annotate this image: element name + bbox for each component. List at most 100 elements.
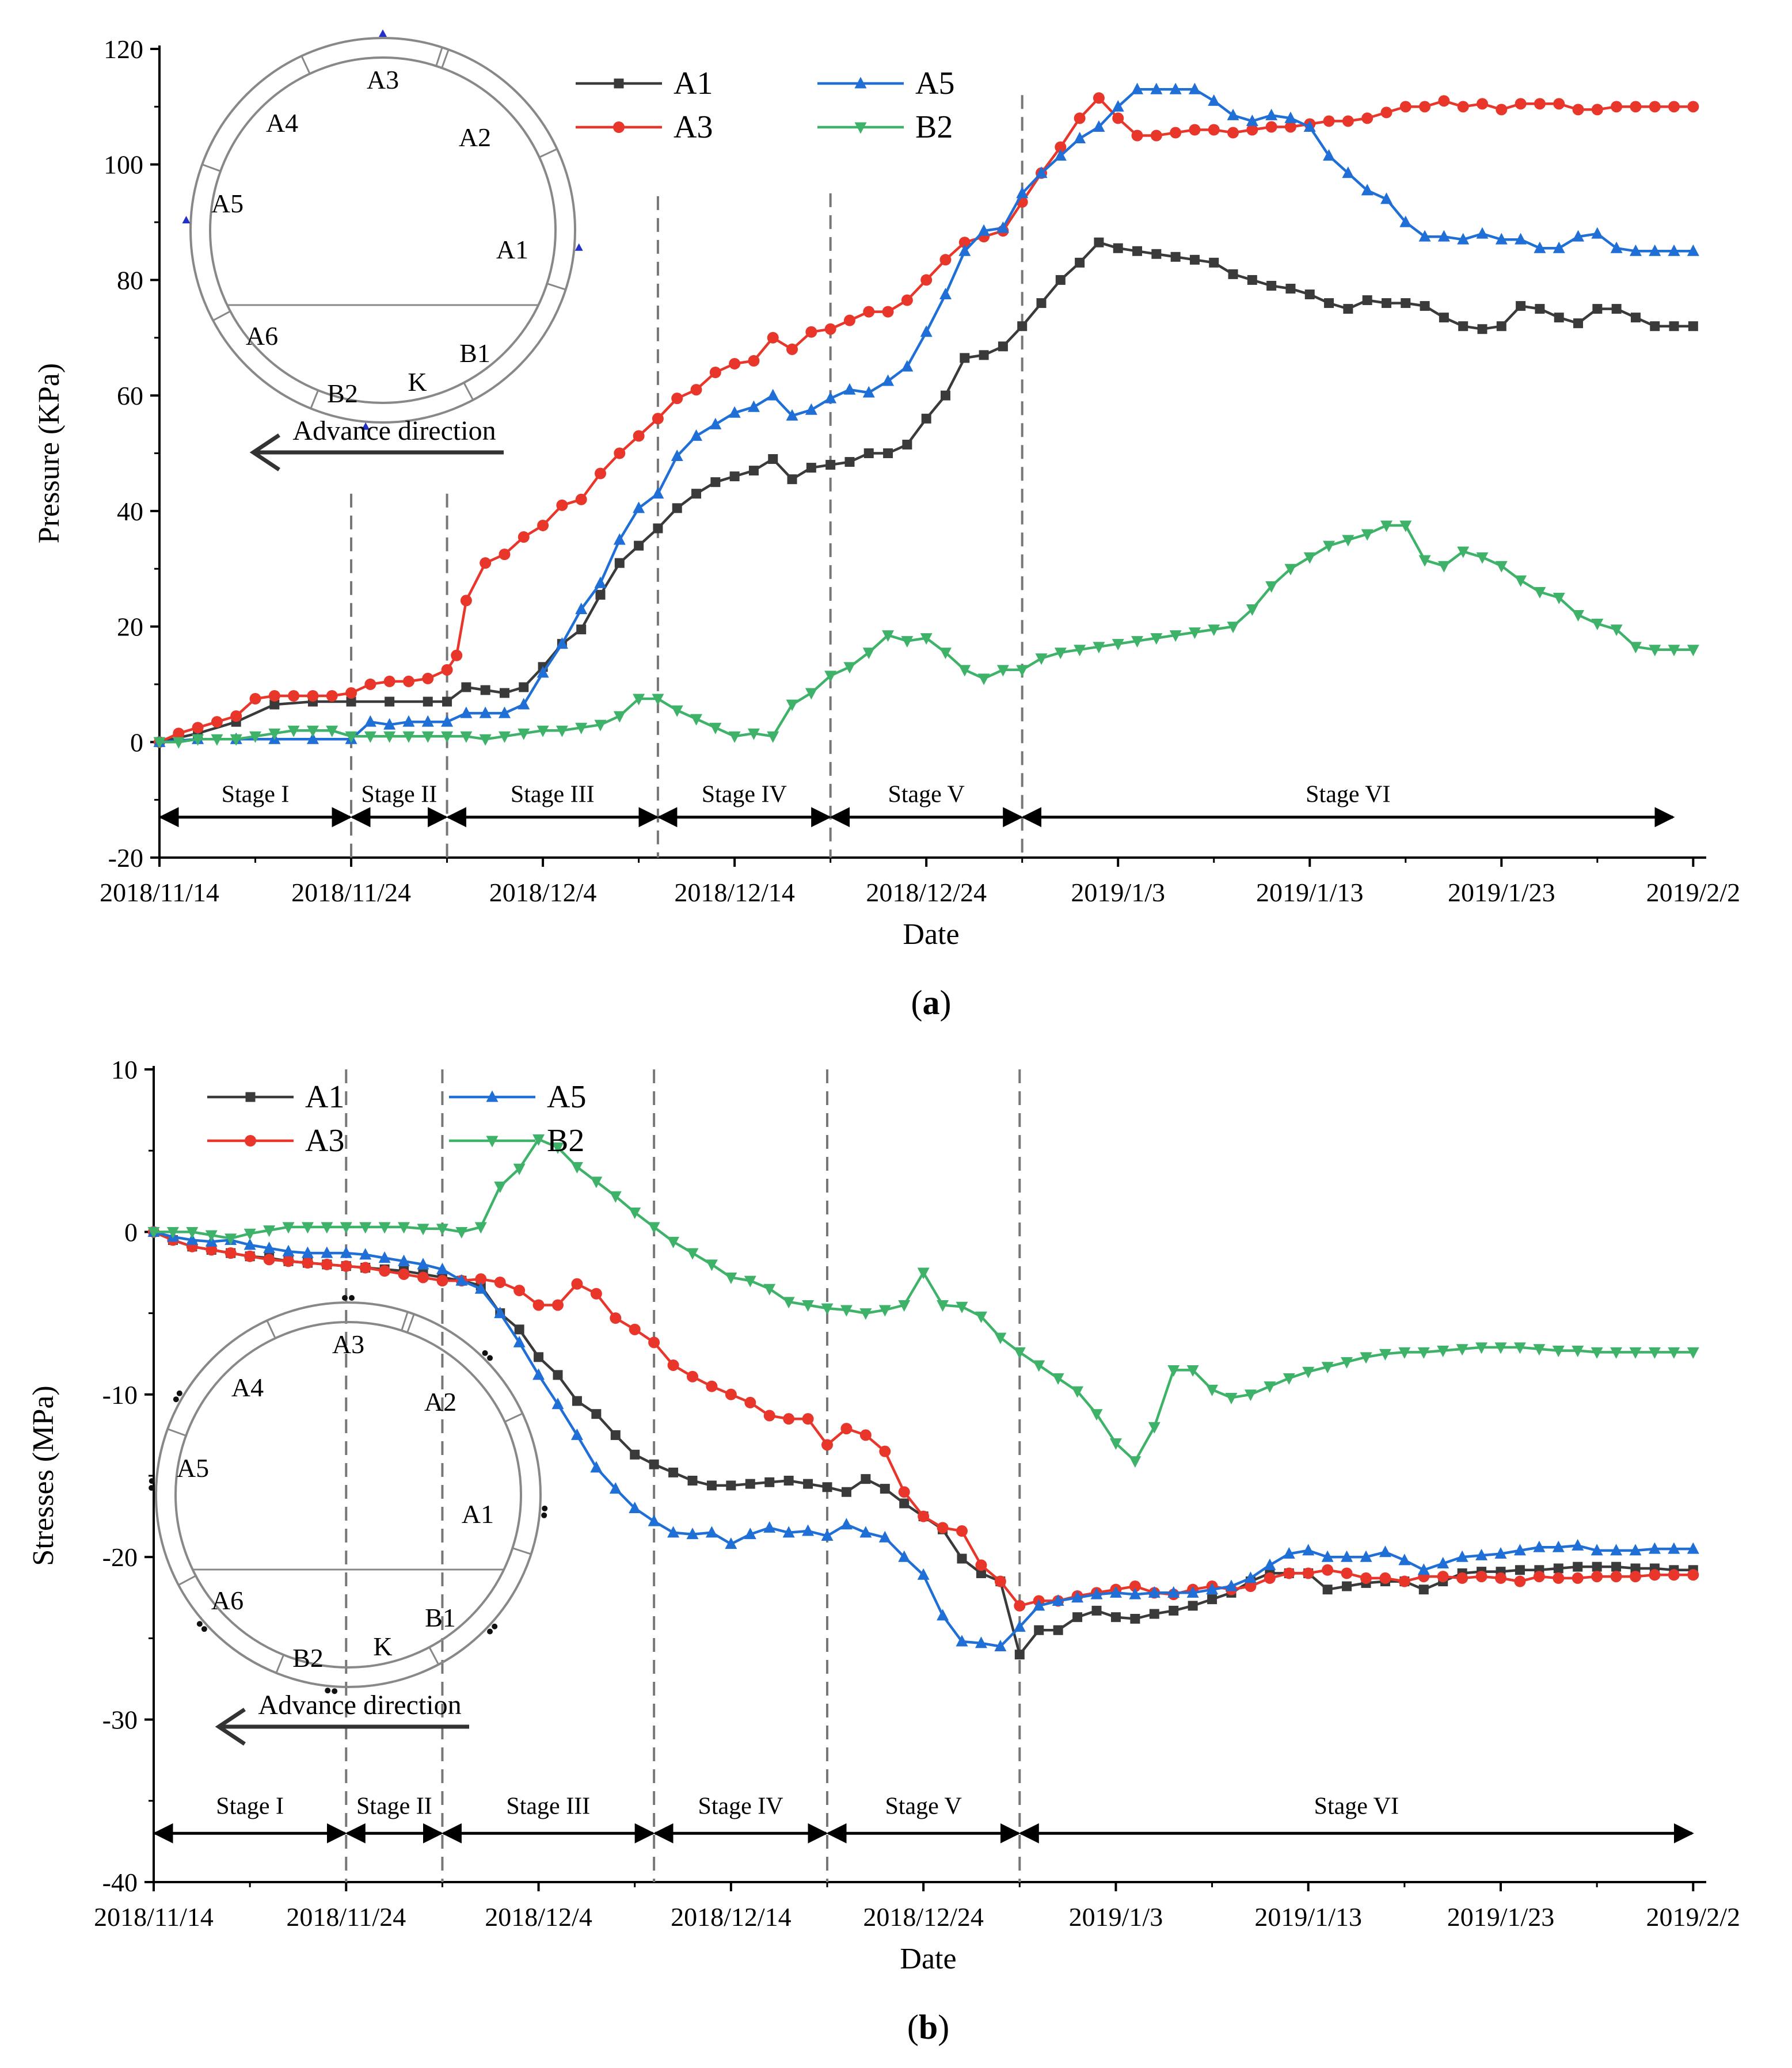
data-point (1093, 120, 1105, 132)
data-point (1611, 304, 1622, 314)
y-axis-label: Stresses (MPa) (27, 1385, 60, 1566)
data-point (1169, 630, 1182, 642)
data-point (960, 353, 970, 363)
x-tick-label: 2019/1/23 (1447, 1902, 1555, 1932)
data-point (667, 1526, 680, 1538)
sensor-dot (176, 1390, 182, 1396)
data-point (686, 1528, 699, 1540)
data-point (783, 1475, 794, 1486)
data-point (1035, 166, 1048, 178)
segment-label: A6 (246, 321, 278, 351)
segment-label: A4 (266, 108, 298, 138)
data-point (1074, 132, 1086, 144)
data-point (340, 1246, 352, 1258)
data-point (958, 665, 971, 677)
stage-label: Stage I (222, 782, 290, 808)
data-point (1016, 186, 1029, 199)
data-point (763, 1284, 776, 1296)
data-point (1284, 121, 1296, 133)
data-point (1245, 1580, 1257, 1593)
data-point (725, 1272, 737, 1284)
sensor-dot (482, 1350, 488, 1356)
data-point (225, 1247, 237, 1259)
data-point (1591, 1347, 1603, 1359)
data-point (518, 531, 530, 543)
data-point (556, 725, 568, 737)
data-point (326, 690, 338, 702)
data-point (591, 1409, 602, 1419)
x-tick-label: 2018/12/24 (866, 878, 987, 907)
legend-entry: A5 (817, 66, 954, 101)
data-point (1456, 1344, 1468, 1356)
stage-label: Stage I (216, 1793, 284, 1819)
data-point (767, 731, 779, 743)
x-tick-label: 2019/1/13 (1254, 1902, 1362, 1932)
data-point (633, 430, 645, 442)
data-point (461, 682, 471, 692)
data-point (1611, 101, 1623, 113)
data-point (686, 1248, 699, 1260)
data-point (398, 1222, 410, 1234)
y-tick-label: 80 (117, 265, 143, 295)
data-point (1553, 241, 1565, 253)
data-point (1535, 304, 1545, 314)
legend: A1 A5 A3 B2 (207, 1079, 586, 1159)
series-a3 (148, 1226, 1699, 1612)
data-point (1649, 1569, 1661, 1581)
data-point (690, 429, 703, 441)
panel-b: -40 -30 -20 -10 0 10 2018/11/14 2018/11/24 2018/… (27, 1055, 1740, 2046)
x-tick-label: 2019/1/3 (1069, 1902, 1163, 1932)
data-point (767, 332, 779, 344)
segment-label: K (408, 367, 427, 397)
data-point (269, 699, 280, 710)
data-point (782, 1526, 795, 1538)
series-a1 (154, 237, 1698, 747)
data-point (1074, 112, 1086, 124)
data-point (1572, 104, 1584, 116)
y-tick-label: -10 (102, 1380, 138, 1410)
data-point (843, 314, 855, 326)
data-point (1090, 1587, 1103, 1599)
data-point (1129, 1456, 1142, 1468)
data-point (1438, 95, 1450, 107)
data-point (901, 636, 914, 648)
data-point (1342, 166, 1355, 178)
segment-label: K (373, 1632, 392, 1661)
data-point (649, 1459, 659, 1469)
data-point (551, 1397, 564, 1410)
data-point (1687, 1347, 1699, 1359)
data-point (1650, 321, 1660, 332)
data-point (1170, 127, 1182, 139)
data-point (1533, 1571, 1545, 1583)
data-point (1304, 290, 1315, 300)
data-point (825, 460, 836, 470)
data-point (996, 665, 1009, 677)
data-point (1264, 1572, 1276, 1584)
data-point (436, 1275, 448, 1287)
data-point (1573, 318, 1584, 329)
data-point (1034, 1625, 1044, 1635)
segment-label: A5 (177, 1453, 209, 1483)
data-point (398, 1254, 410, 1266)
data-point (1283, 1567, 1295, 1579)
stage-label: Stage IV (702, 782, 787, 808)
data-point (321, 1258, 333, 1270)
data-point (1437, 561, 1450, 573)
data-point (805, 688, 817, 700)
data-point (1515, 1565, 1525, 1575)
data-point (1514, 1575, 1526, 1587)
data-point (359, 1222, 372, 1234)
segment-joint (539, 148, 558, 158)
data-point (979, 350, 989, 360)
data-point (1475, 1571, 1487, 1583)
data-point (480, 557, 492, 569)
data-point (575, 722, 588, 734)
data-point (805, 326, 817, 338)
data-point (1284, 111, 1297, 123)
sensor-marker (182, 216, 191, 224)
data-point (1476, 552, 1489, 564)
data-point (1130, 1614, 1140, 1624)
data-point (940, 390, 950, 401)
data-point (1075, 257, 1085, 268)
data-point (460, 706, 473, 718)
